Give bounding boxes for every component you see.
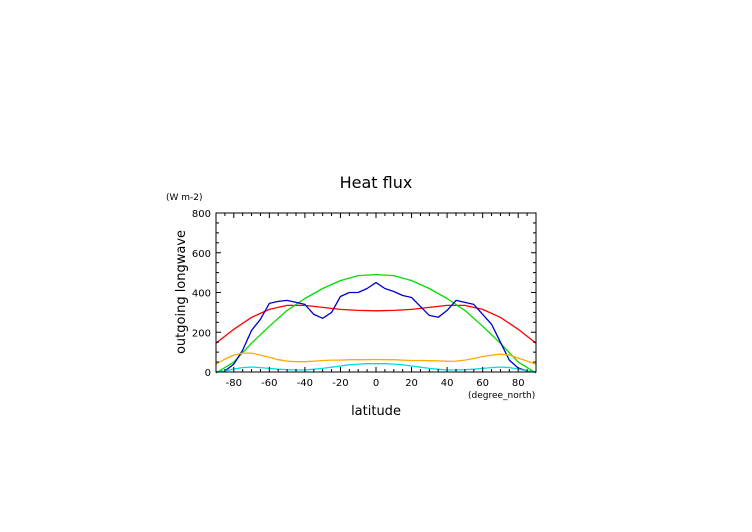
y-units: (W m-2) [166,193,203,203]
x-tick-label: -60 [261,378,277,389]
series-line-1 [216,304,536,344]
x-tick-label: 0 [373,378,379,389]
y-tick-label: 600 [192,249,211,260]
y-tick-label: 800 [192,209,211,220]
x-tick-label: 80 [512,378,525,389]
x-units: (degree_north) [468,391,535,401]
x-tick-label: 40 [441,378,454,389]
x-tick-label: 60 [476,378,489,389]
x-tick-label: 20 [405,378,418,389]
y-axis-title: outgoing longwave [174,230,189,354]
y-tick-label: 400 [192,289,211,300]
plot-frame [215,212,537,373]
x-axis-title: latitude [351,404,401,419]
y-tick-label: 0 [205,368,211,379]
series-line-3 [216,281,536,373]
series-line-2 [216,273,536,374]
x-tick-label: -40 [297,378,313,389]
y-tick-label: 200 [192,328,211,339]
series-line-4 [216,352,536,365]
chart-title: Heat flux [340,173,413,192]
x-tick-label: -80 [226,378,242,389]
x-tick-label: -20 [332,378,348,389]
series-layer [216,273,536,374]
